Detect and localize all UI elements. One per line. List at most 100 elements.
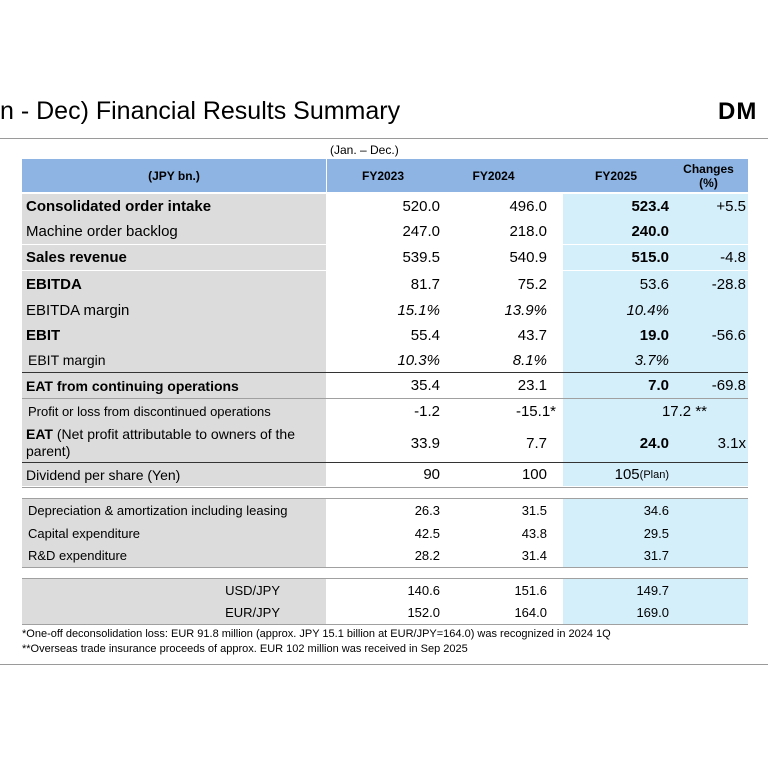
table-row: EBIT 55.4 43.7 19.0 -56.6 [22,323,748,348]
row-label: R&D expenditure [22,544,326,567]
value-change: -56.6 [711,327,746,344]
value-change [669,297,746,323]
value-fy2024: 218.0 [509,223,547,240]
table-row: EUR/JPY 152.0 164.0 169.0 [22,601,748,624]
table-row: EBITDA 81.7 75.2 53.6 -28.8 [22,271,748,297]
value-fy2024: 8.1% [512,351,547,369]
section-divider [22,498,748,499]
header-separator [326,159,327,192]
value-fy2023: 90 [423,466,440,483]
fy2025-highlight [563,271,748,297]
row-label: EBIT [22,323,326,348]
value-fy2024: 496.0 [509,198,547,215]
section-divider [22,578,748,579]
value-fy2023: 15.1% [397,301,440,319]
table-row: Sales revenue 539.5 540.9 515.0 -4.8 [22,245,748,270]
value-fy2025: 24.0 [639,434,669,452]
header-fy2025: FY2025 [594,168,638,183]
value-fy2023: 55.4 [410,327,440,344]
row-label-rest: (Net profit attributable to owners of th… [26,426,295,459]
value-fy2024: 43.8 [521,525,547,541]
value-fy2024: 23.1 [517,377,547,394]
table-row: EAT (Net profit attributable to owners o… [22,424,748,462]
fy2025-highlight [563,399,748,424]
value-fy2024: 75.2 [517,275,547,293]
value-fy2025: 7.0 [648,377,669,394]
value-change [669,399,746,424]
row-label: Depreciation & amortization including le… [22,499,326,522]
fy2025-highlight [563,601,748,624]
value-fy2025-number: 105 [614,466,640,483]
fy2025-highlight [563,579,748,601]
header-changes-line2: (%) [699,175,718,190]
row-label: Machine order backlog [22,219,326,244]
table-row: USD/JPY 140.6 151.6 149.7 [22,579,748,601]
header-fy2024: FY2024 [472,168,515,183]
value-change: -28.8 [711,275,746,293]
value-change [669,219,746,244]
value-fy2024: 43.7 [517,327,547,344]
fy2025-highlight [563,522,748,544]
row-label: EBITDA margin [22,297,326,323]
table-row: Machine order backlog 247.0 218.0 240.0 [22,219,748,244]
row-label: EBIT margin [22,348,326,372]
row-label: Capital expenditure [22,522,326,544]
value-fy2023: 81.7 [410,275,440,293]
header-changes: Changes (%) [669,159,748,192]
page-title: n - Dec) Financial Results Summary [0,97,401,125]
value-fy2023: 140.6 [407,582,440,598]
row-label: EAT from continuing operations [22,373,326,398]
table-row: R&D expenditure 28.2 31.4 31.7 [22,544,748,567]
fy2025-highlight [563,424,748,462]
value-fy2025: 105 (Plan) [563,463,669,486]
value-fy2025: 3.7% [634,351,669,369]
value-fy2024: 151.6 [514,582,547,598]
table-row: EAT from continuing operations 35.4 23.1… [22,373,748,398]
row-label: Profit or loss from discontinued operati… [22,399,326,424]
value-fy2025: 31.7 [643,548,669,563]
row-label: USD/JPY [22,579,326,601]
fy2025-highlight [563,219,748,244]
table-row: Capital expenditure 42.5 43.8 29.5 [22,522,748,544]
value-fy2025: 149.7 [636,582,669,598]
value-fy2025: 523.4 [631,198,669,215]
fy2025-highlight [563,194,748,219]
value-fy2025: 10.4% [626,301,669,319]
fy2025-highlight [563,373,748,398]
row-divider [22,487,748,488]
row-label: EBITDA [22,271,326,297]
value-change [669,463,746,486]
value-fy2025: 240.0 [631,223,669,240]
row-label: EAT (Net profit attributable to owners o… [22,424,326,462]
fy2025-highlight [563,499,748,522]
company-logo: DM [718,98,758,125]
fy2025-highlight [563,463,748,486]
table-row: Depreciation & amortization including le… [22,499,748,522]
row-divider [22,462,748,463]
table-row: Profit or loss from discontinued operati… [22,399,748,424]
table-row: Consolidated order intake 520.0 496.0 52… [22,194,748,219]
value-fy2024: 540.9 [509,249,547,266]
table-row: EBIT margin 10.3% 8.1% 3.7% [22,348,748,372]
value-fy2025: 53.6 [639,275,669,293]
value-fy2023: 42.5 [414,525,440,541]
value-change: 3.1x [717,434,746,452]
top-divider [0,138,768,139]
fy2025-highlight [563,297,748,323]
fy2025-highlight [563,323,748,348]
row-label: Sales revenue [22,245,326,270]
value-fy2023: 33.9 [410,434,440,452]
value-fy2025: 29.5 [643,525,669,541]
period-note: (Jan. – Dec.) [330,143,399,157]
value-fy2023: 10.3% [397,351,440,369]
value-fy2025: 34.6 [643,503,669,518]
fy2025-highlight [563,544,748,567]
value-fy2023: 152.0 [407,605,440,620]
table-row: Dividend per share (Yen) 90 100 105 (Plan… [22,463,748,486]
value-change: +5.5 [716,198,746,215]
header-unit: (JPY bn.) [148,168,200,183]
value-fy2023: 520.0 [402,198,440,215]
row-divider [22,567,748,568]
value-fy2023: 26.3 [414,503,440,518]
value-change [669,348,746,372]
